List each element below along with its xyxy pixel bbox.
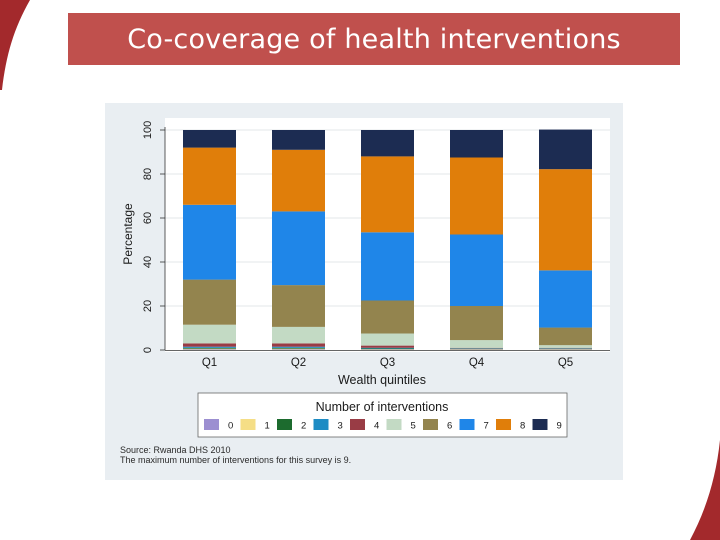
bar-segment-Q2-8 (272, 149, 325, 212)
x-tick-label: Q5 (558, 357, 573, 369)
bar-segment-Q1-0 (183, 349, 236, 350)
bar-segment-Q1-3 (183, 346, 236, 348)
bar-segment-Q1-4 (183, 343, 236, 347)
slide-title-banner: Co-coverage of health interventions (68, 13, 680, 65)
bar-segment-Q4-7 (450, 234, 503, 306)
legend-swatch-8 (496, 419, 511, 430)
bar-segment-Q2-9 (272, 130, 325, 150)
bar-segment-Q2-0 (272, 349, 325, 350)
legend-swatch-9 (532, 419, 548, 430)
max-interventions-note: The maximum number of interventions for … (120, 455, 351, 465)
bar-segment-Q1-9 (183, 130, 236, 148)
y-tick-label: 40 (142, 256, 154, 268)
bar-segment-Q3-4 (361, 345, 414, 348)
bar-segment-Q4-6 (450, 306, 503, 341)
bar-segment-Q3-3 (361, 347, 414, 349)
legend-label-5: 5 (411, 421, 416, 432)
bar-segment-Q3-7 (361, 232, 414, 301)
bar-segment-Q1-1 (183, 348, 236, 350)
bar-segment-Q4-9 (450, 130, 503, 158)
legend-label-9: 9 (557, 421, 562, 432)
legend-swatch-4 (350, 419, 365, 430)
legend-label-6: 6 (447, 421, 452, 432)
bar-segment-Q5-7 (539, 270, 592, 328)
y-tick-label: 0 (142, 347, 154, 353)
legend-swatch-1 (240, 419, 256, 430)
legend-label-7: 7 (484, 421, 489, 432)
legend-swatch-0 (204, 419, 219, 430)
bar-segment-Q2-4 (272, 343, 325, 347)
source-note: Source: Rwanda DHS 2010 (120, 445, 231, 455)
bar-segment-Q2-5 (272, 326, 325, 344)
slide-title: Co-coverage of health interventions (127, 23, 621, 55)
legend: Number of interventions 0 1 2 3 4 5 6 7 8 9 (197, 392, 568, 438)
axes: 0 20 40 60 80 100 Q1 Q2 Q3 Q4 Q5 (142, 121, 610, 369)
bar-segment-Q3-2 (361, 348, 414, 350)
legend-swatch-5 (386, 419, 402, 430)
legend-swatch-2 (277, 419, 292, 430)
chart-panel: 0 20 40 60 80 100 Q1 Q2 Q3 Q4 Q5 Percentage Wealth… (105, 103, 623, 480)
bar-segment-Q2-7 (272, 211, 325, 286)
bar-segment-Q5-8 (539, 169, 592, 271)
bar-segment-Q2-1 (272, 348, 325, 350)
bar-segment-Q1-6 (183, 279, 236, 325)
legend-swatch-3 (313, 419, 329, 430)
y-tick-label: 100 (142, 121, 154, 139)
bar-segment-Q5-9 (539, 129, 592, 170)
legend-title: Number of interventions (316, 400, 449, 414)
legend-label-4: 4 (374, 421, 379, 432)
bar-segment-Q3-6 (361, 300, 414, 334)
bar-segment-Q4-8 (450, 157, 503, 235)
bar-segment-Q3-9 (361, 130, 414, 157)
y-tick-label: 80 (142, 168, 154, 180)
legend-label-2: 2 (301, 421, 306, 432)
x-tick-label: Q4 (469, 357, 485, 369)
corner-decoration-bottom-right (690, 440, 720, 540)
legend-label-3: 3 (338, 421, 343, 432)
legend-label-8: 8 (520, 421, 525, 432)
bar-segment-Q3-8 (361, 156, 414, 233)
y-axis-label: Percentage (121, 203, 135, 265)
bar-segment-Q4-5 (450, 340, 503, 348)
bar-segment-Q1-2 (183, 347, 236, 349)
bar-segment-Q1-5 (183, 324, 236, 344)
legend-swatch-7 (459, 419, 475, 430)
bar-segment-Q5-6 (539, 327, 592, 346)
y-tick-label: 60 (142, 212, 154, 224)
bar-segment-Q1-7 (183, 204, 236, 280)
bar-segment-Q5-5 (539, 345, 592, 348)
bar-segment-Q2-6 (272, 285, 325, 327)
bar-segment-Q2-3 (272, 346, 325, 348)
corner-decoration-top-left (0, 0, 30, 90)
bar-segment-Q2-2 (272, 347, 325, 349)
y-tick-label: 20 (142, 300, 154, 312)
x-axis-label: Wealth quintiles (338, 373, 426, 387)
x-tick-label: Q2 (291, 357, 306, 369)
legend-label-0: 0 (228, 421, 233, 432)
x-tick-label: Q3 (380, 357, 395, 369)
bars (183, 129, 592, 350)
bar-segment-Q1-8 (183, 147, 236, 205)
bar-segment-Q3-5 (361, 333, 414, 346)
legend-label-1: 1 (265, 421, 270, 432)
legend-swatch-6 (423, 419, 438, 430)
x-tick-label: Q1 (202, 357, 217, 369)
